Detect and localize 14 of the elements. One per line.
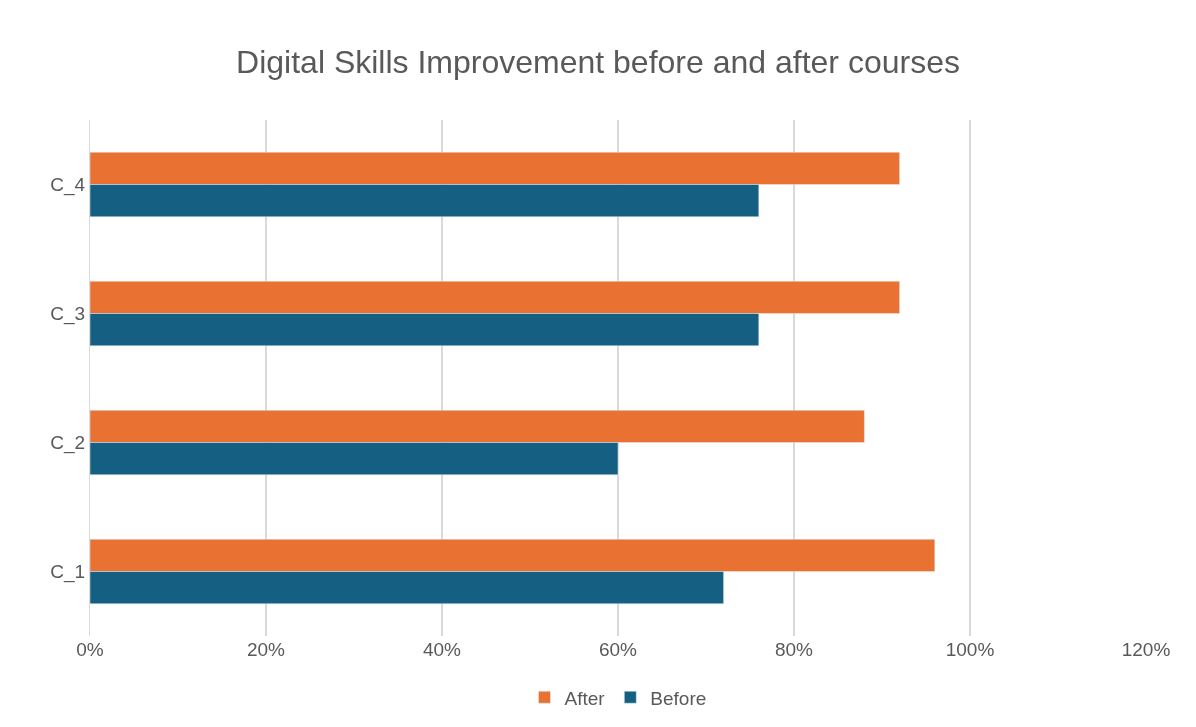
x-tick-label: 0% bbox=[76, 639, 104, 660]
x-tick-label: 40% bbox=[422, 639, 462, 660]
x-tick-label: 60% bbox=[598, 639, 638, 660]
y-tick-label: C_2 bbox=[50, 432, 86, 455]
y-tick-label: C_1 bbox=[50, 561, 86, 584]
x-tick-label: 120% bbox=[1121, 639, 1171, 660]
legend-label: After bbox=[564, 687, 606, 709]
x-tick-label: 20% bbox=[246, 639, 286, 660]
chart-title: Digital Skills Improvement before and after courses bbox=[236, 44, 960, 81]
x-tick-label: 80% bbox=[774, 639, 814, 660]
legend-label: Before bbox=[650, 687, 707, 709]
x-tick-label: 100% bbox=[945, 639, 995, 660]
y-tick-label: C_4 bbox=[50, 174, 86, 197]
y-tick-label: C_3 bbox=[50, 303, 86, 326]
